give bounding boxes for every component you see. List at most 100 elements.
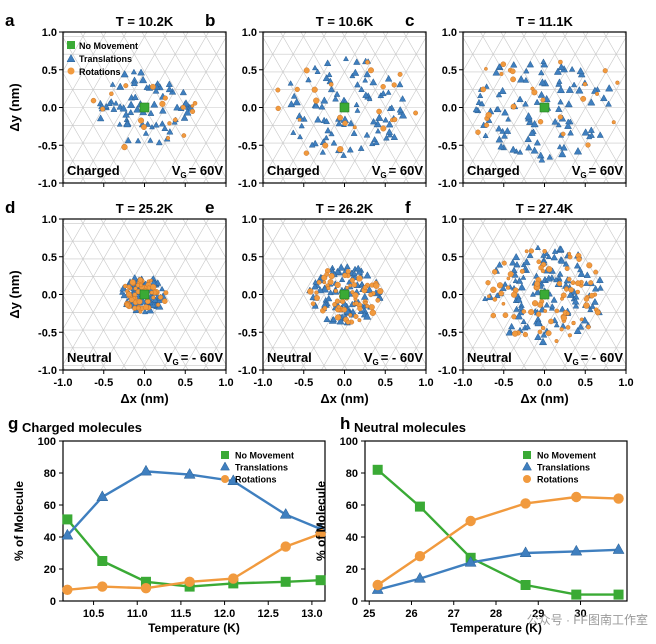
rotation-point <box>531 89 538 96</box>
rotation-point <box>142 304 149 311</box>
translation-point <box>509 258 517 266</box>
translation-point <box>540 252 547 258</box>
rotation-point <box>534 280 541 287</box>
translation-point <box>524 111 533 120</box>
translation-point <box>538 156 546 163</box>
translation-point <box>576 66 585 75</box>
rotation-point <box>150 284 157 291</box>
rotation-point <box>511 291 518 298</box>
translation-point <box>182 99 190 107</box>
grid-line-diag <box>273 0 656 641</box>
y-tick-label: -1.0 <box>238 178 257 190</box>
rotation-point <box>375 297 381 303</box>
grid-line-diag <box>341 223 426 370</box>
rotation-point <box>109 91 114 96</box>
rotation-point <box>510 76 516 83</box>
rotation-point <box>126 284 132 290</box>
data-point-circle <box>372 579 383 591</box>
gate-sub: G <box>572 358 578 367</box>
data-point-square <box>140 576 151 587</box>
line-chart-g: g Charged molecules 0 20 40 60 80 100 10.5 11.0 11… <box>8 414 327 635</box>
translation-point <box>112 100 119 106</box>
translation-point <box>528 129 536 136</box>
translation-point <box>517 148 524 155</box>
grid-line-diag <box>362 72 426 183</box>
rotation-point <box>357 318 362 323</box>
translation-point <box>311 64 319 71</box>
legend-triangle-icon <box>66 54 76 62</box>
translation-point <box>158 120 166 127</box>
scatter-legend: No Movement Translations Rotations <box>66 41 138 77</box>
rotation-point <box>353 313 359 320</box>
translation-point <box>320 96 329 104</box>
x-tick-label: 1.0 <box>618 377 633 389</box>
panel-letter: b <box>205 11 215 30</box>
rotation-point <box>362 285 368 290</box>
grid-line-diag <box>263 219 327 330</box>
translation-point <box>557 98 564 105</box>
translation-point <box>530 119 539 128</box>
gate-v: V <box>564 350 573 365</box>
no-movement-point <box>339 102 350 113</box>
rotation-point <box>485 280 491 286</box>
grid-line-diag <box>162 72 226 183</box>
x-tick-label: 29 <box>532 608 544 620</box>
grid-line-diag <box>162 259 226 370</box>
y-tick-label: -1.0 <box>438 365 457 377</box>
translation-point <box>123 120 132 128</box>
legend-triangle-icon <box>522 461 532 471</box>
data-point-square <box>520 580 531 590</box>
legend-label: Rotations <box>235 475 277 485</box>
translation-point <box>587 126 595 133</box>
rotation-point <box>327 279 334 285</box>
rotation-point <box>163 290 169 296</box>
y-tick-label: 1.0 <box>42 214 57 226</box>
translation-point <box>382 116 389 123</box>
grid-line-diag <box>463 32 548 179</box>
translation-point <box>150 100 159 108</box>
grid-line-diag <box>652 0 656 641</box>
translation-point <box>510 60 518 68</box>
watermark-text: 公众号 · FF图南工作室 <box>527 612 648 627</box>
rotation-point <box>485 111 492 119</box>
y-tick-label: 40 <box>44 532 56 544</box>
rotation-point <box>151 295 156 300</box>
data-point-circle <box>140 583 152 594</box>
rotation-point <box>575 280 581 287</box>
grid-line-diag <box>63 32 86 72</box>
translation-point <box>343 263 351 270</box>
rotation-point <box>512 330 519 337</box>
translation-point <box>353 101 360 107</box>
translation-point <box>533 139 541 146</box>
translation-point <box>538 69 545 76</box>
translation-point <box>330 139 338 146</box>
translation-point <box>566 290 575 298</box>
y-tick-label: -1.0 <box>438 178 457 190</box>
rotation-point <box>345 285 349 290</box>
rotation-point <box>123 83 129 89</box>
rotation-point <box>509 68 516 75</box>
panel-title: T = 10.2K <box>116 14 174 29</box>
grid-line-diag <box>329 0 656 641</box>
translation-point <box>567 129 574 136</box>
translation-point <box>312 279 319 285</box>
translation-point <box>330 315 338 323</box>
translation-point <box>326 71 333 78</box>
x-tick-label: 0.5 <box>578 377 593 389</box>
translation-point <box>537 90 546 98</box>
translation-point <box>596 276 604 283</box>
translation-point <box>501 108 509 116</box>
translation-point <box>159 285 166 292</box>
y-tick-label: 100 <box>38 436 56 448</box>
legend-label: No Movement <box>235 451 294 461</box>
translation-point <box>119 104 128 112</box>
no-movement-point <box>139 102 150 113</box>
grid-line-diag <box>632 0 656 641</box>
grid-line-diag <box>0 0 257 641</box>
rotation-point <box>580 95 587 102</box>
data-point-triangle <box>519 546 532 558</box>
translation-point <box>565 118 572 125</box>
gate-v: V <box>572 163 581 178</box>
rotation-point <box>560 296 564 301</box>
translation-point <box>498 86 507 94</box>
